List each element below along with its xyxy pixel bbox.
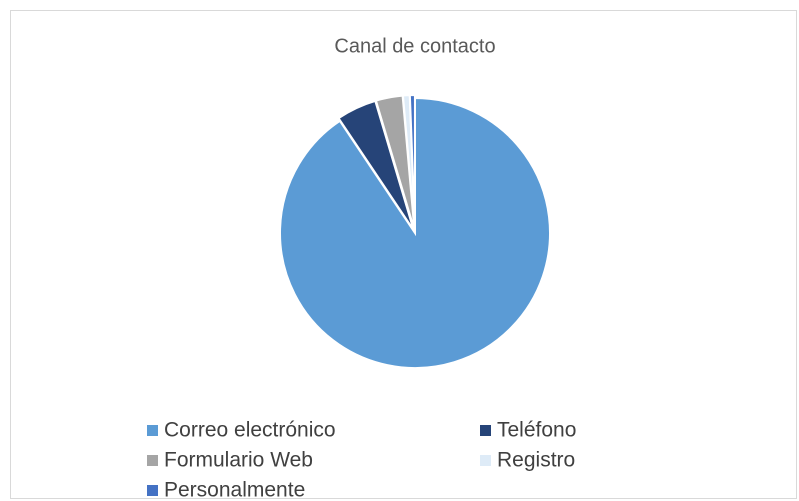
pie-slice	[279, 96, 551, 369]
chart-title: Canal de contacto	[334, 35, 495, 57]
legend-label: Registro	[497, 449, 575, 472]
legend-swatch	[480, 425, 491, 436]
legend-swatch	[147, 455, 158, 466]
legend-swatch	[480, 455, 491, 466]
legend-label: Personalmente	[164, 479, 305, 501]
legend-swatch	[147, 425, 158, 436]
pie-slice	[408, 94, 416, 231]
legend-swatch	[147, 485, 158, 496]
legend-label: Correo electrónico	[164, 419, 336, 442]
legend-label: Formulario Web	[164, 449, 313, 472]
legend-label: Teléfono	[497, 419, 576, 442]
